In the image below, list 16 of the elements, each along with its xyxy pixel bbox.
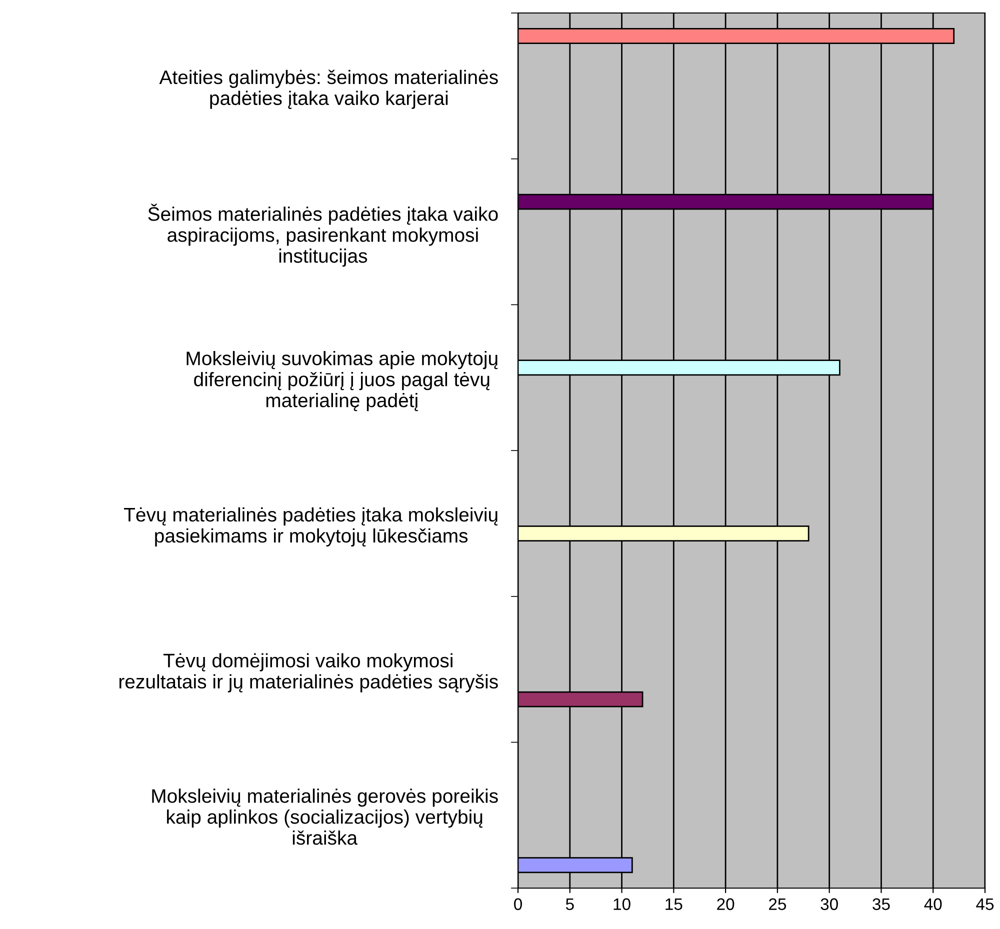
x-tick-label: 10 (614, 898, 630, 910)
x-tick-label: 20 (717, 898, 734, 910)
y-tick-label: Tėvų domėjimosi vaiko mokymosi rezultatais ir jų materialinės padėties sąryšis (119, 653, 498, 692)
x-tick-label: 25 (769, 898, 786, 910)
x-tick-label: 5 (566, 898, 574, 910)
x-tick-label: 30 (820, 898, 838, 910)
x-tick-label: 40 (924, 898, 942, 910)
y-tick-label: Moksleivių materialinės gerovės poreikis kaip aplinkos (socializacijos) vertybių išraiška (152, 788, 498, 845)
x-tick-label: 15 (666, 898, 682, 910)
y-tick-label: Ateities galimybės: šeimos materialinės padėties įtaka vaiko karjerai (159, 70, 498, 109)
y-tick-label: Tėvų materialinės padėties įtaka moksleivių pasiekimams ir mokytojų lūkesčiams (124, 507, 498, 547)
y-tick-label: Moksleivių suvokimas apie mokytojų diferencinį požiūrį į juos pagal tėvų materialinę padėtį (186, 351, 498, 412)
x-tick-label: 35 (872, 898, 890, 910)
y-tick-label: Šeimos materialinės padėties įtaka vaiko aspiracijoms, pasirenkant mokymosi institucijas (148, 204, 498, 267)
x-tick-label: 0 (514, 898, 522, 910)
x-tick-label: 45 (976, 898, 994, 910)
